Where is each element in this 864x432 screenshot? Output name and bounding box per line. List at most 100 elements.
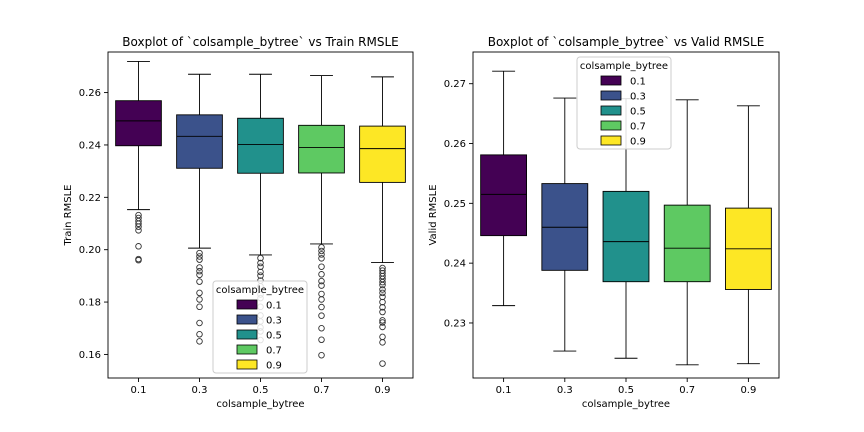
outlier-point (379, 298, 386, 306)
outlier-point (318, 336, 325, 344)
legend-frame (212, 280, 308, 374)
x-tick-label: 0.1 (131, 385, 147, 396)
outlier-point (196, 331, 203, 338)
outlier-point (318, 296, 325, 303)
outlier-point (318, 312, 325, 319)
x-tick-label: 0.5 (618, 385, 634, 396)
outlier-point (318, 263, 325, 270)
legend: colsample_bytree 0.1 0.3 0.5 0.7 0.9 (576, 56, 672, 150)
box-0.1 (480, 70, 527, 307)
outlier-point (379, 286, 386, 293)
outlier-point (135, 220, 142, 228)
legend-label: 0.7 (630, 122, 646, 133)
legend: colsample_bytree 0.1 0.3 0.5 0.7 0.9 (212, 280, 308, 374)
chart-panel-1: Boxplot of `colsample_bytree` vs Train R… (63, 35, 414, 410)
outlier-point (318, 251, 325, 258)
y-tick-label: 0.26 (79, 88, 101, 99)
outlier-point (379, 293, 386, 301)
outlier-point (257, 254, 264, 262)
x-tick-label: 0.7 (679, 385, 695, 396)
legend-label: 0.9 (266, 361, 282, 372)
iqr-box (602, 190, 650, 283)
legend-swatch (236, 314, 258, 325)
y-tick-label: 0.24 (79, 140, 101, 151)
box-0.3 (176, 73, 223, 345)
x-tick-label: 0.7 (314, 385, 330, 396)
outlier-point (379, 339, 386, 346)
x-tick-label: 0.5 (253, 385, 269, 396)
y-tick-label: 0.22 (79, 193, 101, 204)
outlier-point (257, 268, 264, 276)
outlier-point (379, 304, 386, 311)
legend-label: 0.3 (266, 316, 282, 327)
legend-swatch (600, 105, 622, 116)
x-tick-label: 0.9 (375, 385, 391, 396)
chart-title: Boxplot of `colsample_bytree` vs Valid R… (488, 35, 765, 49)
iqr-box (480, 154, 527, 237)
chart-title: Boxplot of `colsample_bytree` vs Train R… (122, 35, 398, 49)
outlier-point (257, 259, 264, 267)
iqr-box (298, 124, 345, 174)
iqr-box (115, 100, 162, 147)
legend-title: colsample_bytree (580, 61, 668, 72)
outlier-point (318, 290, 325, 298)
box-0.3 (541, 97, 589, 352)
outlier-point (318, 282, 325, 289)
y-axis-label: Valid RMSLE (428, 184, 439, 245)
iqr-box (663, 204, 711, 283)
legend-title: colsample_bytree (216, 285, 304, 296)
y-tick-label: 0.26 (444, 139, 466, 150)
outlier-point (257, 272, 264, 279)
outlier-point (379, 333, 386, 341)
outlier-point (196, 338, 203, 345)
outlier-point (379, 308, 386, 316)
iqr-box (359, 125, 406, 183)
y-tick-label: 0.24 (444, 259, 466, 270)
outlier-point (379, 323, 386, 331)
outlier-point (318, 255, 325, 262)
x-axis-label: colsample_bytree (216, 399, 304, 410)
legend-swatch (600, 120, 622, 131)
outlier-point (379, 360, 386, 367)
outlier-point (318, 303, 325, 311)
x-axis-label: colsample_bytree (582, 399, 670, 410)
y-tick-label: 0.23 (444, 318, 466, 329)
outlier-point (318, 324, 325, 332)
iqr-box (237, 117, 284, 174)
outlier-point (379, 317, 386, 324)
outlier-point (379, 289, 386, 297)
outlier-point (318, 271, 325, 278)
outlier-point (318, 244, 325, 251)
outlier-point (196, 271, 203, 279)
legend-label: 0.1 (630, 77, 646, 88)
legend-label: 0.9 (630, 137, 646, 148)
outlier-point (318, 247, 325, 255)
box-0.7 (298, 75, 345, 359)
legend-frame (576, 56, 672, 150)
outlier-point (318, 351, 325, 359)
legend-label: 0.5 (266, 331, 282, 342)
box-0.5 (237, 73, 284, 344)
legend-swatch (236, 329, 258, 340)
y-axis-label: Train RMSLE (63, 185, 74, 247)
outlier-point (135, 223, 142, 230)
chart-panel-2: Boxplot of `colsample_bytree` vs Valid R… (428, 35, 780, 410)
outlier-point (135, 227, 142, 234)
outlier-point (318, 277, 325, 285)
outlier-point (196, 289, 203, 297)
y-tick-label: 0.16 (79, 350, 101, 361)
legend-label: 0.7 (266, 346, 282, 357)
legend-swatch (600, 75, 622, 86)
outlier-point (196, 253, 203, 260)
legend-swatch (236, 344, 258, 355)
y-tick-label: 0.18 (79, 298, 101, 309)
outlier-point (196, 264, 203, 271)
outlier-point (196, 319, 203, 327)
outlier-point (379, 281, 386, 289)
outlier-point (196, 296, 203, 303)
legend-label: 0.5 (630, 107, 646, 118)
legend-swatch (236, 299, 258, 310)
outlier-point (196, 267, 203, 275)
iqr-box (176, 114, 223, 169)
